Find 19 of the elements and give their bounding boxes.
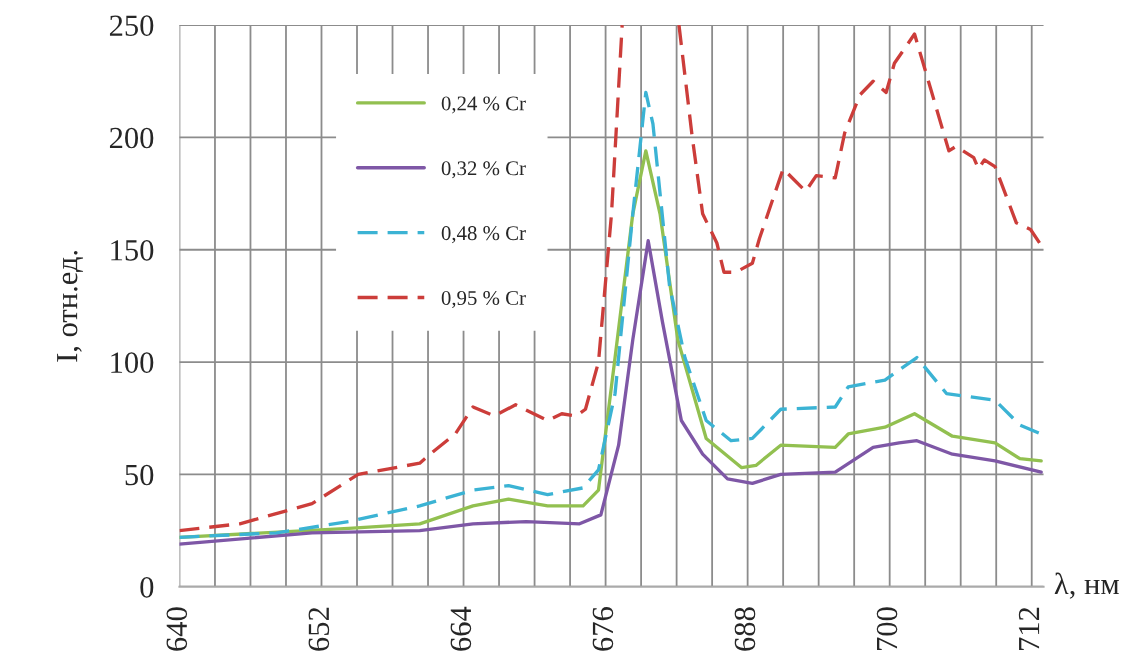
- x-tick-label: 652: [308, 607, 330, 651]
- y-tick-label: 150: [111, 240, 154, 261]
- x-tick-label: 640: [166, 607, 188, 651]
- legend-label: 0,95 % Cr: [441, 290, 526, 308]
- y-tick-label: 200: [109, 127, 154, 149]
- x-tick-label: 664: [450, 606, 472, 651]
- x-tick-label: 712: [1018, 607, 1040, 650]
- x-tick-label: 688: [734, 607, 756, 651]
- x-tick-label: 676: [592, 607, 614, 651]
- y-tick-label: 250: [109, 15, 154, 36]
- legend-label: 0,32 % Cr: [441, 161, 526, 179]
- x-axis-title: λ, нм: [1054, 572, 1119, 599]
- legend-label: 0,24 % Cr: [441, 96, 526, 114]
- y-tick-label: 50: [125, 464, 154, 486]
- y-axis-title: I, отн.ед.: [57, 250, 84, 362]
- y-tick-label: 100: [111, 352, 154, 373]
- x-tick-label: 700: [876, 607, 898, 650]
- legend-label: 0,48 % Cr: [441, 226, 526, 244]
- y-tick-label: 0: [140, 577, 154, 598]
